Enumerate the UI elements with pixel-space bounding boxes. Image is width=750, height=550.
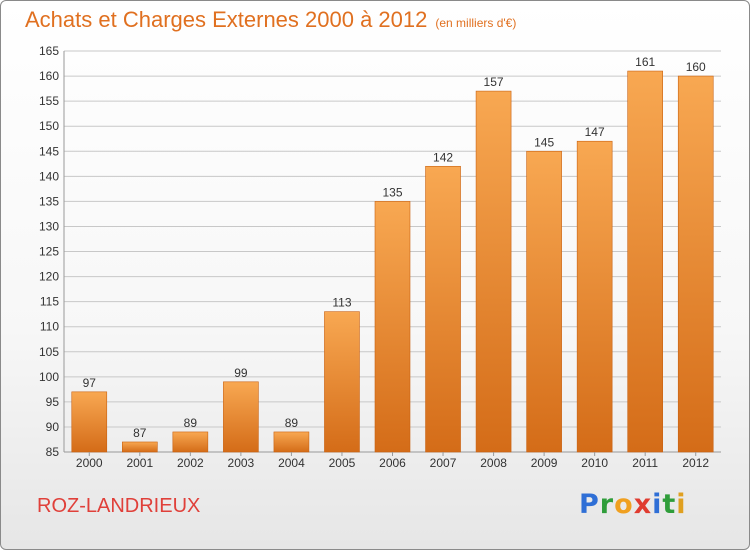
- y-tick-label-100: 100: [39, 370, 59, 384]
- bar-2005: [324, 311, 360, 453]
- bar-2010: [576, 140, 613, 453]
- y-tick-label-110: 110: [40, 320, 59, 334]
- y-tick-label-140: 140: [39, 169, 59, 183]
- data-label-2009: 145: [534, 135, 554, 149]
- bar-2004: [273, 431, 310, 453]
- y-tick-label-165: 165: [39, 44, 59, 58]
- data-labels: 97 87 89 99 89 113 135 142 157 145 147 161 160: [83, 55, 706, 440]
- chart-title: Achats et Charges Externes 2000 à 2012 (e…: [25, 7, 516, 33]
- y-tick-label-150: 150: [39, 119, 59, 133]
- y-tick-label-105: 105: [39, 345, 59, 359]
- x-tick-label-2009: 2009: [531, 456, 558, 470]
- x-tick-label-2001: 2001: [126, 456, 153, 470]
- y-tick-label-160: 160: [39, 69, 59, 83]
- bars: [71, 70, 714, 453]
- bar-2002: [172, 431, 209, 453]
- bar-2012: [677, 75, 714, 453]
- y-tick-label-135: 135: [39, 194, 59, 208]
- proxiti-logo[interactable]: Proxiti: [579, 489, 687, 520]
- y-tick-label-130: 130: [39, 219, 59, 233]
- logo-letter-4: i: [652, 489, 663, 520]
- x-tick-label-2006: 2006: [379, 456, 406, 470]
- x-tick-label-2000: 2000: [76, 456, 103, 470]
- y-tick-label-95: 95: [46, 395, 60, 409]
- y-tick-label-85: 85: [46, 445, 60, 459]
- bar-2009: [526, 150, 562, 453]
- bar-2003: [223, 381, 259, 453]
- y-tick-labels: 85 90 95 100 105 110 115 120 125 130 135 140 145 150 1…: [39, 44, 59, 459]
- logo-letter-0: P: [579, 489, 600, 520]
- logo-letter-5: t: [662, 489, 677, 520]
- bar-2008: [475, 90, 512, 453]
- data-label-2000: 97: [83, 376, 97, 390]
- x-tick-label-2003: 2003: [228, 456, 255, 470]
- chart-unit: (en milliers d'€): [435, 16, 517, 30]
- x-tick-label-2008: 2008: [480, 456, 507, 470]
- data-label-2011: 161: [635, 55, 655, 69]
- y-tick-label-145: 145: [39, 144, 59, 158]
- y-tick-label-155: 155: [39, 94, 59, 108]
- data-label-2006: 135: [382, 185, 402, 199]
- x-tick-label-2011: 2011: [632, 456, 658, 470]
- x-tick-labels: 2000 2001 2002 2003 2004 2005 2006 2007 2008 2009…: [76, 452, 709, 470]
- x-tick-label-2007: 2007: [430, 456, 457, 470]
- x-tick-label-2004: 2004: [278, 456, 305, 470]
- x-tick-label-2012: 2012: [682, 456, 709, 470]
- y-tick-label-125: 125: [39, 245, 59, 259]
- data-label-2001: 87: [133, 426, 147, 440]
- logo-letter-6: i: [676, 489, 687, 520]
- data-label-2003: 99: [234, 366, 248, 380]
- bar-2000: [71, 391, 108, 453]
- logo-letter-3: x: [633, 489, 653, 520]
- x-tick-label-2010: 2010: [581, 456, 608, 470]
- logo-letter-2: o: [614, 489, 634, 520]
- place-name: ROZ-LANDRIEUX: [37, 495, 201, 517]
- y-tick-label-120: 120: [39, 270, 59, 284]
- chart-title-text: Achats et Charges Externes 2000 à 2012: [25, 7, 428, 32]
- data-label-2004: 89: [285, 416, 299, 430]
- y-tick-label-90: 90: [46, 420, 60, 434]
- bar-2011: [627, 70, 663, 453]
- bar-chart: 85 90 95 100 105 110 115 120 125 130 135 140 145 150 1…: [39, 44, 721, 470]
- data-label-2002: 89: [184, 416, 198, 430]
- bar-2006: [374, 201, 411, 453]
- x-tick-label-2002: 2002: [177, 456, 204, 470]
- data-label-2012: 160: [686, 60, 706, 74]
- data-label-2005: 113: [332, 296, 351, 310]
- data-label-2010: 147: [585, 125, 605, 139]
- data-label-2007: 142: [433, 150, 453, 164]
- bar-2001: [122, 441, 158, 453]
- bar-2007: [425, 165, 461, 453]
- x-tick-label-2005: 2005: [329, 456, 356, 470]
- data-label-2008: 157: [484, 75, 504, 89]
- logo-letter-1: r: [599, 489, 615, 520]
- y-tick-label-115: 115: [40, 295, 59, 309]
